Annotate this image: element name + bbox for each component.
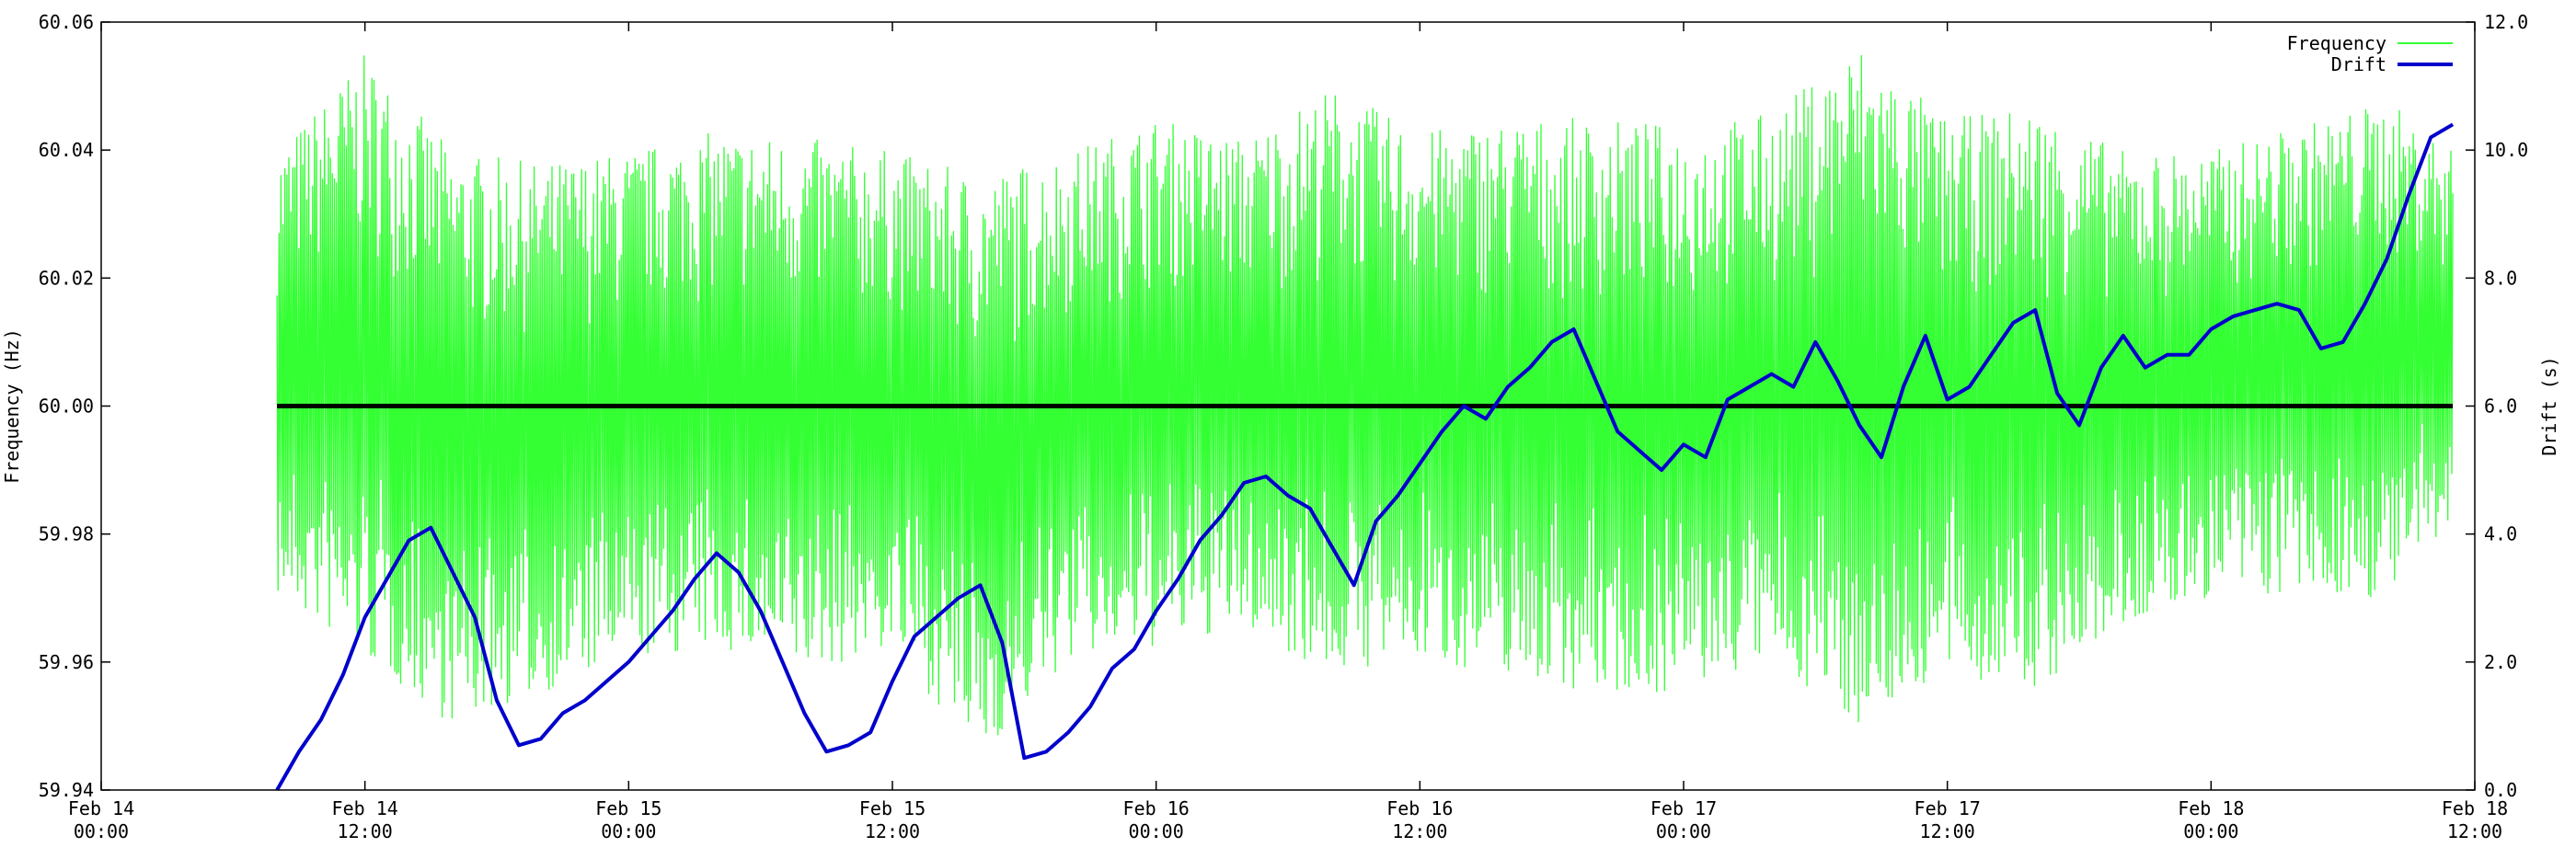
y-left-tick-label: 59.94	[39, 779, 94, 801]
y-left-tick-label: 60.02	[39, 267, 94, 289]
y-axis-right-title: Drift (s)	[2538, 356, 2560, 455]
x-tick-label-time: 12:00	[338, 820, 393, 842]
x-tick-label-date: Feb 14	[68, 797, 134, 819]
y-right-tick-label: 4.0	[2484, 523, 2517, 545]
x-tick-label-date: Feb 16	[1123, 797, 1190, 819]
y-axis-left-title: Frequency (Hz)	[1, 328, 23, 484]
x-tick-label-date: Feb 18	[2178, 797, 2244, 819]
legend-label-frequency: Frequency	[2287, 32, 2386, 54]
x-tick-label-date: Feb 17	[1915, 797, 1981, 819]
y-right-tick-label: 12.0	[2484, 11, 2528, 33]
x-tick-label-time: 12:00	[1392, 820, 1447, 842]
y-left-tick-label: 60.04	[39, 139, 94, 161]
x-tick-label-date: Feb 18	[2442, 797, 2508, 819]
x-tick-label-time: 12:00	[865, 820, 920, 842]
y-left-tick-label: 59.98	[39, 523, 94, 545]
y-right-tick-label: 6.0	[2484, 395, 2517, 418]
x-tick-label-date: Feb 16	[1386, 797, 1453, 819]
x-tick-label-time: 00:00	[601, 820, 656, 842]
y-left-tick-label: 60.06	[39, 11, 94, 33]
x-tick-label-time: 00:00	[1656, 820, 1711, 842]
x-tick-label-time: 00:00	[1129, 820, 1184, 842]
x-tick-label-date: Feb 15	[859, 797, 926, 819]
x-tick-label-time: 00:00	[74, 820, 129, 842]
y-right-tick-label: 2.0	[2484, 651, 2517, 673]
x-tick-label-time: 12:00	[1920, 820, 1975, 842]
y-right-tick-label: 8.0	[2484, 267, 2517, 289]
x-tick-label-time: 00:00	[2183, 820, 2238, 842]
x-tick-label-date: Feb 17	[1650, 797, 1717, 819]
ticks-layer: 59.94 59.96 59.98 60.00 60.02 60.04 60.06 0.0 2.…	[39, 11, 2528, 842]
legend: Frequency Drift	[2287, 32, 2453, 75]
drift-line	[275, 122, 2455, 791]
legend-label-drift: Drift	[2331, 53, 2386, 75]
y-left-tick-label: 59.96	[39, 651, 94, 673]
x-tick-label-time: 12:00	[2447, 820, 2502, 842]
y-right-tick-label: 10.0	[2484, 139, 2528, 161]
frequency-line	[276, 54, 2454, 736]
y-left-tick-label: 60.00	[39, 395, 94, 418]
x-tick-label-date: Feb 14	[332, 797, 398, 819]
drift-series-layer	[275, 122, 2455, 791]
y-right-tick-label: 0.0	[2484, 779, 2517, 801]
frequency-series-layer	[276, 54, 2454, 736]
x-tick-label-date: Feb 15	[595, 797, 661, 819]
